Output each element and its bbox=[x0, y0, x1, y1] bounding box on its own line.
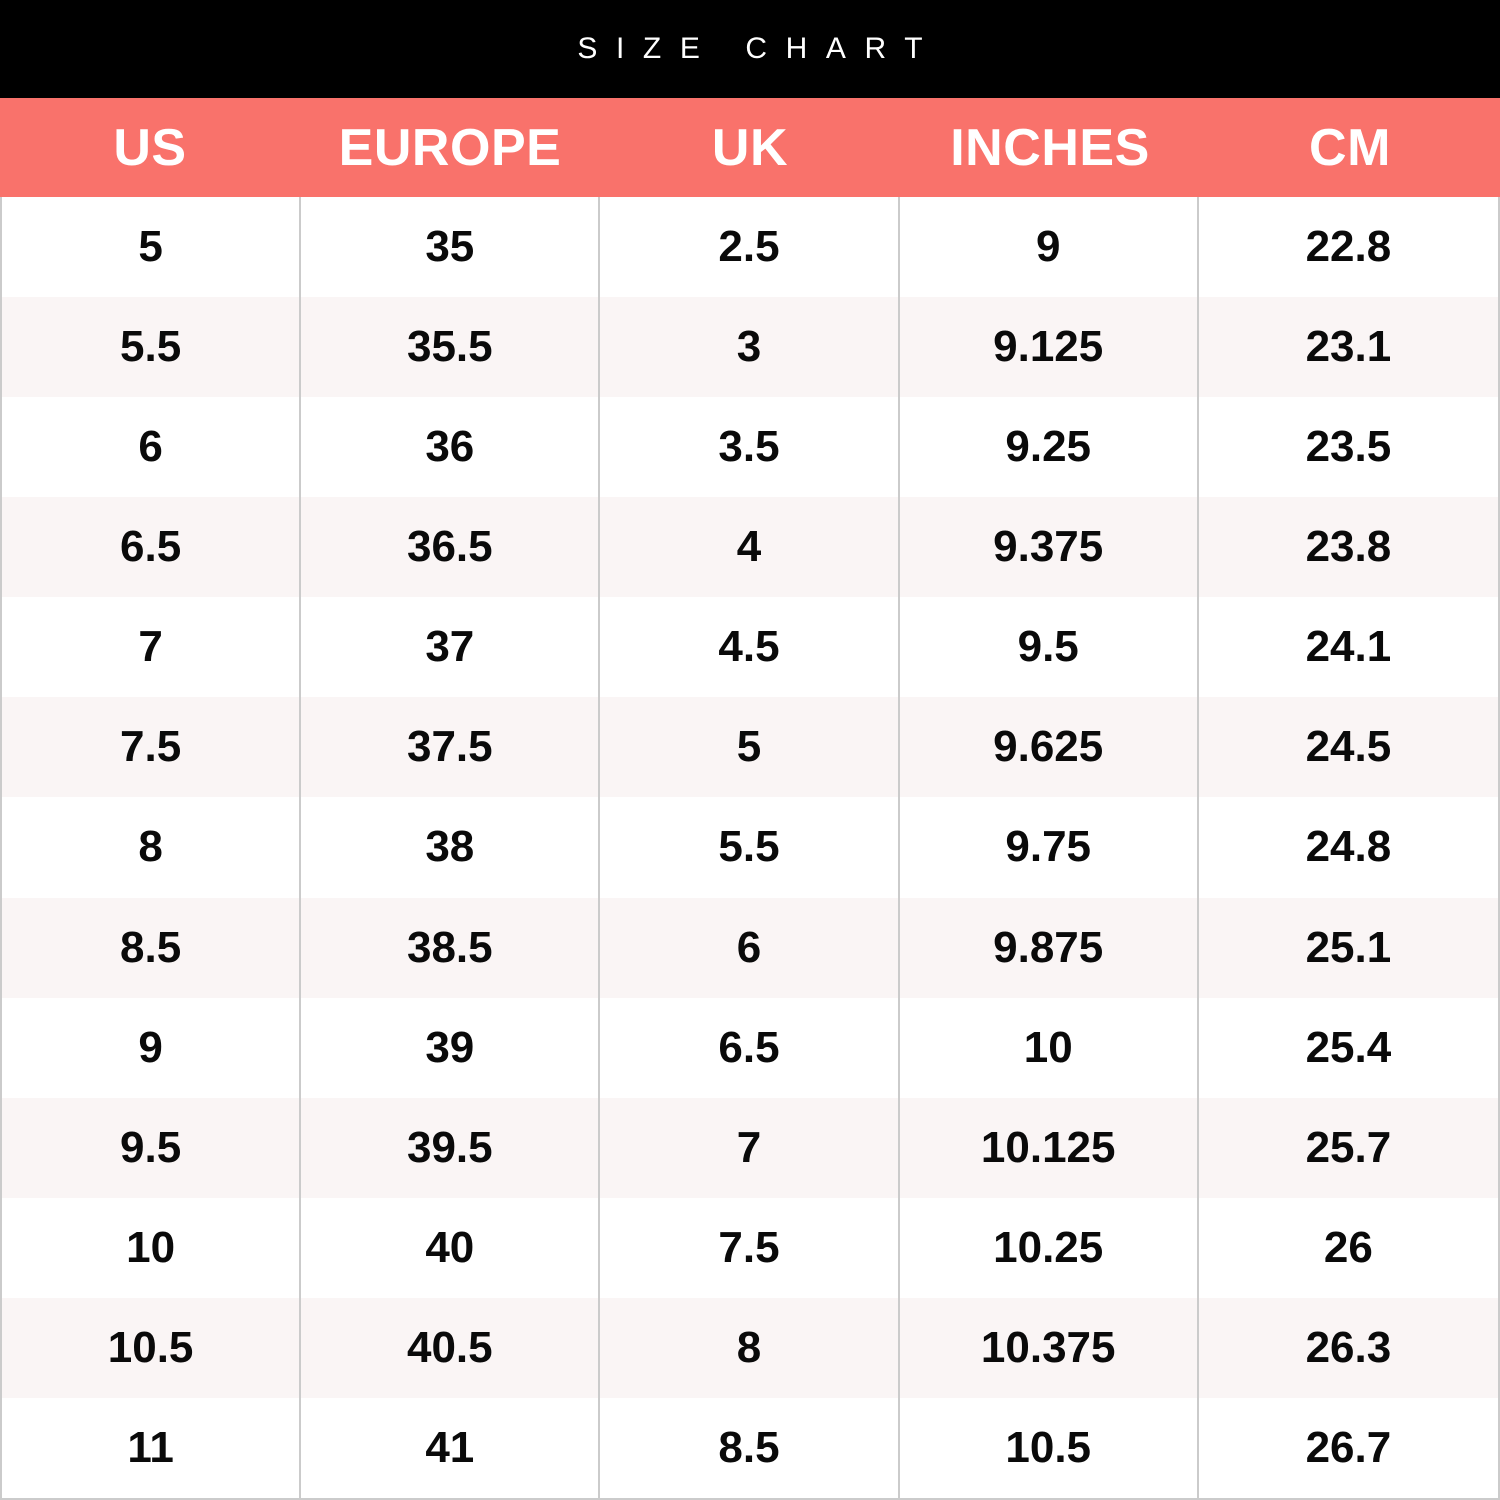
table-cell: 35.5 bbox=[301, 297, 601, 398]
title-bar: SIZE CHART bbox=[0, 0, 1500, 98]
table-cell: 6 bbox=[2, 397, 302, 498]
column-header-uk: UK bbox=[711, 118, 789, 177]
table-cell: 7 bbox=[2, 597, 302, 698]
table-cell: 35 bbox=[301, 197, 601, 298]
table-cell: 25.1 bbox=[1305, 922, 1392, 972]
table-cell: 7 bbox=[600, 1097, 900, 1198]
table-cell: 10.375 bbox=[900, 1297, 1199, 1398]
table-cell: 24.1 bbox=[1305, 622, 1392, 672]
table-cell: 2.5 bbox=[600, 197, 900, 298]
column-header-us: US bbox=[113, 118, 187, 177]
table-cell: 6.5 bbox=[600, 997, 900, 1098]
table-row: 9 39 6.5 10 25.4 bbox=[2, 997, 1498, 1098]
table-cell: 9.875 bbox=[900, 897, 1199, 998]
table-cell: 37.5 bbox=[301, 697, 601, 798]
table-cell: 39.5 bbox=[301, 1097, 601, 1198]
table-cell: 4 bbox=[600, 497, 900, 598]
table-cell: 5.5 bbox=[600, 797, 900, 898]
table-row: 7.5 37.5 5 9.625 24.5 bbox=[2, 697, 1498, 798]
table-cell: 8 bbox=[600, 1297, 900, 1398]
column-header-europe: EUROPE bbox=[338, 118, 562, 177]
table-row: 8.5 38.5 6 9.875 25.1 bbox=[2, 897, 1498, 998]
table-cell: 25.7 bbox=[1305, 1122, 1392, 1172]
table-cell: 39 bbox=[301, 997, 601, 1098]
table-cell: 8.5 bbox=[600, 1397, 900, 1498]
table-cell: 7.5 bbox=[600, 1197, 900, 1298]
table-cell: 23.8 bbox=[1305, 522, 1392, 572]
table-cell: 9.5 bbox=[2, 1097, 302, 1198]
table-row: 10 40 7.5 10.25 26 bbox=[2, 1197, 1498, 1298]
table-cell: 36 bbox=[301, 397, 601, 498]
table-row: 6.5 36.5 4 9.375 23.8 bbox=[2, 497, 1498, 598]
table-cell: 4.5 bbox=[600, 597, 900, 698]
table-cell: 5 bbox=[2, 197, 302, 298]
page-title: SIZE CHART bbox=[577, 32, 942, 65]
table-cell: 36.5 bbox=[301, 497, 601, 598]
table-cell: 24.5 bbox=[1305, 722, 1392, 772]
table-cell: 26 bbox=[1323, 1222, 1373, 1272]
table-cell: 6 bbox=[600, 897, 900, 998]
table-cell: 24.8 bbox=[1305, 822, 1392, 872]
table-cell: 23.1 bbox=[1305, 322, 1392, 372]
table-cell: 9.625 bbox=[900, 697, 1199, 798]
table-cell: 3 bbox=[600, 297, 900, 398]
table-cell: 9 bbox=[900, 197, 1199, 298]
table-cell: 8 bbox=[2, 797, 302, 898]
table-cell: 9.125 bbox=[900, 297, 1199, 398]
table-cell: 10.25 bbox=[900, 1197, 1199, 1298]
table-cell: 3.5 bbox=[600, 397, 900, 498]
table-cell: 26.3 bbox=[1305, 1322, 1392, 1372]
table-cell: 10.5 bbox=[900, 1397, 1199, 1498]
table-cell: 10 bbox=[900, 997, 1199, 1098]
column-header-inches: INCHES bbox=[950, 118, 1150, 177]
table-cell: 5.5 bbox=[2, 297, 302, 398]
table-body: 5 35 2.5 9 22.8 5.5 35.5 3 9.125 23.1 6 36 3.5 9.25 23… bbox=[0, 197, 1500, 1500]
table-cell: 10 bbox=[2, 1197, 302, 1298]
table-row: 5 35 2.5 9 22.8 bbox=[2, 197, 1498, 298]
table-cell: 5 bbox=[600, 697, 900, 798]
table-cell: 9.5 bbox=[900, 597, 1199, 698]
table-cell: 9.25 bbox=[900, 397, 1199, 498]
table-row: 11 41 8.5 10.5 26.7 bbox=[2, 1397, 1498, 1498]
table-row: 5.5 35.5 3 9.125 23.1 bbox=[2, 297, 1498, 398]
table-cell: 25.4 bbox=[1305, 1022, 1392, 1072]
table-cell: 11 bbox=[2, 1397, 302, 1498]
table-cell: 7.5 bbox=[2, 697, 302, 798]
table-cell: 22.8 bbox=[1305, 222, 1392, 272]
table-cell: 23.5 bbox=[1305, 422, 1392, 472]
table-cell: 9.375 bbox=[900, 497, 1199, 598]
table-header-row: US EUROPE UK INCHES CM bbox=[0, 98, 1500, 197]
table-row: 9.5 39.5 7 10.125 25.7 bbox=[2, 1097, 1498, 1198]
table-cell: 6.5 bbox=[2, 497, 302, 598]
table-cell: 41 bbox=[301, 1397, 601, 1498]
table-cell: 40.5 bbox=[301, 1297, 601, 1398]
table-cell: 40 bbox=[301, 1197, 601, 1298]
table-cell: 10.125 bbox=[900, 1097, 1199, 1198]
table-cell: 9.75 bbox=[900, 797, 1199, 898]
table-row: 6 36 3.5 9.25 23.5 bbox=[2, 397, 1498, 498]
table-cell: 38 bbox=[301, 797, 601, 898]
table-cell: 9 bbox=[2, 997, 302, 1098]
table-cell: 38.5 bbox=[301, 897, 601, 998]
table-row: 8 38 5.5 9.75 24.8 bbox=[2, 797, 1498, 898]
table-cell: 10.5 bbox=[2, 1297, 302, 1398]
table-cell: 26.7 bbox=[1305, 1422, 1392, 1472]
table-row: 10.5 40.5 8 10.375 26.3 bbox=[2, 1297, 1498, 1398]
table-cell: 8.5 bbox=[2, 897, 302, 998]
table-cell: 37 bbox=[301, 597, 601, 698]
table-row: 7 37 4.5 9.5 24.1 bbox=[2, 597, 1498, 698]
column-header-cm: CM bbox=[1309, 118, 1391, 177]
